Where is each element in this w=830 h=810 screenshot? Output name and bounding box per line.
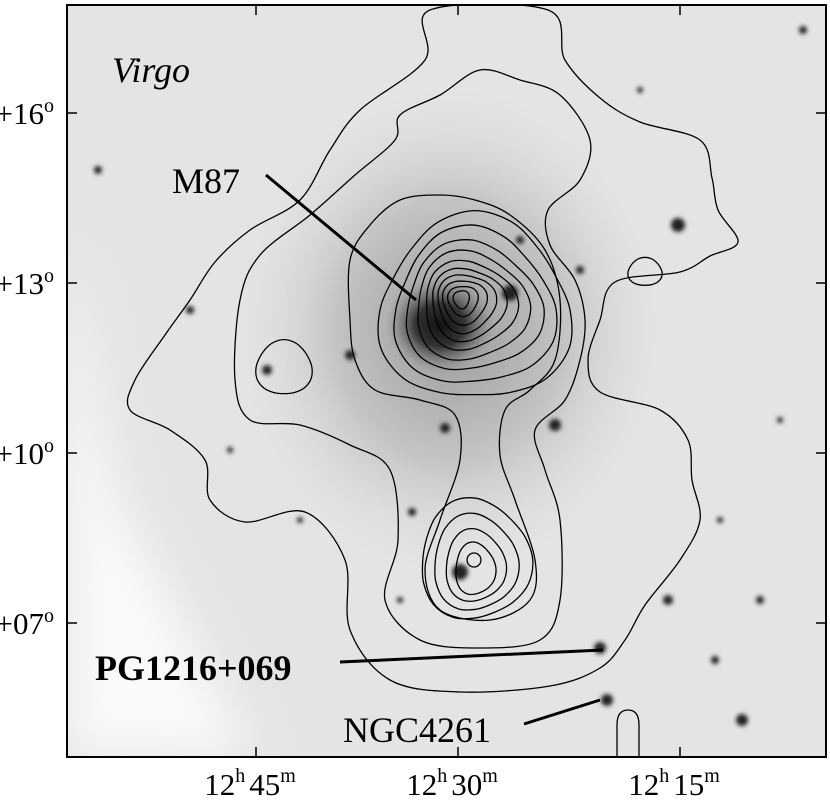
contour — [455, 541, 497, 596]
star — [227, 447, 233, 453]
image-area — [67, 5, 826, 757]
contour — [417, 249, 532, 361]
m87-pointer — [265, 173, 417, 302]
contour — [466, 552, 482, 568]
minutes-sup: m — [482, 765, 498, 787]
deg-sup: o — [44, 265, 54, 287]
contour — [126, 5, 739, 693]
contours — [126, 5, 739, 757]
star — [516, 236, 524, 244]
deg-sup: o — [44, 95, 54, 117]
star — [594, 642, 606, 654]
contour — [445, 528, 508, 602]
x-tick-label: 12h 15m — [628, 765, 720, 802]
star — [440, 423, 450, 433]
contour — [393, 224, 558, 383]
star — [601, 694, 613, 706]
contour — [441, 280, 489, 326]
y-tick-label: +16o — [0, 95, 54, 131]
contour — [377, 209, 573, 396]
stars — [94, 26, 807, 726]
star — [711, 656, 719, 664]
y-tick-label: +13o — [0, 265, 54, 301]
star — [576, 266, 584, 274]
deg: +07 — [0, 606, 44, 641]
deg: +16 — [0, 96, 44, 131]
hours-sup: h — [235, 765, 245, 787]
star — [671, 218, 685, 232]
minutes: 15 — [673, 767, 704, 802]
star — [717, 517, 723, 523]
contour — [446, 285, 479, 318]
contour — [434, 512, 520, 611]
hours-sup: h — [437, 765, 447, 787]
y-tick-label: +07o — [0, 605, 54, 641]
star — [397, 597, 403, 603]
hours-sup: h — [659, 765, 669, 787]
hours: 12 — [204, 767, 235, 802]
tick-marks — [67, 5, 826, 757]
pg-pointer — [339, 648, 604, 664]
deg: +13 — [0, 266, 44, 301]
m87-label: M87 — [172, 161, 240, 201]
contour — [405, 239, 545, 371]
star — [262, 365, 272, 375]
bright-patch — [67, 250, 260, 757]
star — [663, 595, 673, 605]
ngc-label: NGC4261 — [343, 710, 491, 750]
star — [777, 417, 783, 423]
deg: +10 — [0, 436, 44, 471]
deg-sup: o — [44, 605, 54, 627]
minutes: 45 — [249, 767, 280, 802]
contour — [616, 709, 640, 757]
deg-sup: o — [44, 435, 54, 457]
star — [186, 306, 194, 314]
contour — [432, 267, 508, 343]
contour — [452, 290, 471, 310]
star — [637, 87, 643, 93]
frame — [66, 4, 827, 758]
star — [408, 508, 416, 516]
x-tick-label: 12h 30m — [406, 765, 498, 802]
minutes-sup: m — [704, 765, 720, 787]
contour — [421, 497, 534, 620]
minutes-sup: m — [280, 765, 296, 787]
contour — [425, 259, 520, 351]
star — [452, 564, 468, 580]
contour — [627, 256, 663, 286]
star — [297, 517, 303, 523]
hours: 12 — [628, 767, 659, 802]
ngc-pointer — [523, 698, 601, 726]
star — [94, 166, 102, 174]
contour — [437, 274, 498, 335]
minutes: 30 — [451, 767, 482, 802]
star — [736, 714, 748, 726]
region-label: Virgo — [112, 50, 190, 90]
hours: 12 — [406, 767, 437, 802]
star — [756, 596, 764, 604]
contour — [233, 68, 592, 649]
y-tick-label: +10o — [0, 435, 54, 471]
star — [549, 419, 561, 431]
star — [799, 26, 807, 34]
x-tick-label: 12h 45m — [204, 765, 296, 802]
pg-label: PG1216+069 — [95, 648, 292, 688]
contour — [255, 338, 313, 395]
